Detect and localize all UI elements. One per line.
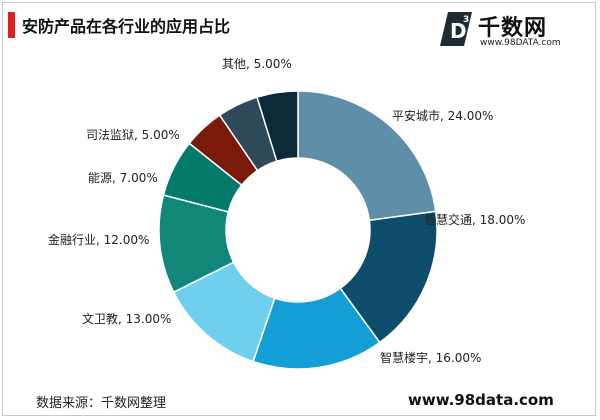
data-source: 数据来源：千数网整理 [36,396,167,411]
slice-data-label: 司法监狱, 5.00% [86,128,180,142]
slice-data-label: 能源, 7.00% [88,171,158,185]
logo-d3-icon: D 3 [440,12,472,46]
donut-slice [339,210,438,344]
slice-data-label: 智慧交通, 18.00% [424,212,525,227]
slice-data-label: 文卫教, 13.00% [82,311,171,326]
title-accent-bar [8,12,15,38]
slice-data-label: 智慧楼宇, 16.00% [380,350,481,365]
slice-data-label: 其他, 5.00% [222,57,292,71]
footer-site-url: www.98data.com [408,391,554,409]
donut-slice [297,90,437,222]
logo-mark-letter: D [450,19,467,43]
logo-mark-superscript: 3 [463,15,469,25]
donut-slice [256,90,299,163]
chart-title: 安防产品在各行业的应用占比 [22,17,231,36]
slice-data-label: 平安城市, 24.00% [392,108,493,123]
slice-data-label: 金融行业, 12.00% [48,232,149,247]
logo-name: 千数网 [478,16,548,41]
logo-url: www.98DATA.com [480,38,561,48]
chart-frame [2,2,596,416]
brand-logo: D 3 千数网 www.98DATA.com [438,8,588,52]
